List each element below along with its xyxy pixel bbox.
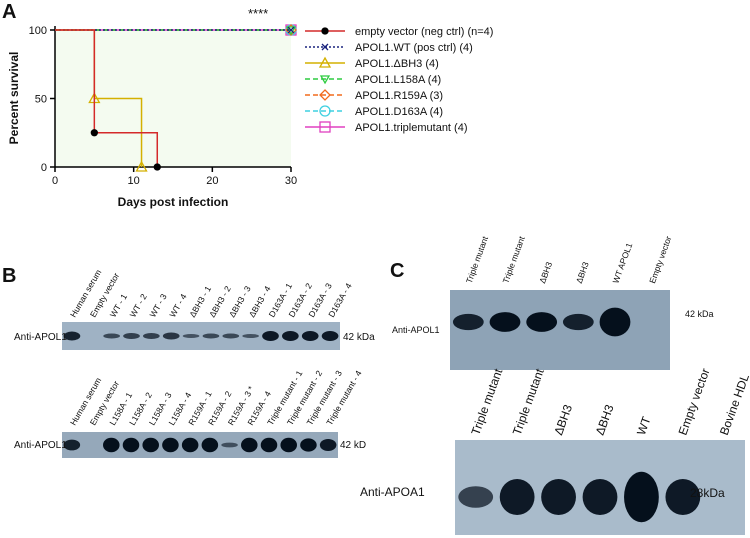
band bbox=[282, 331, 299, 341]
x-tick-label: 30 bbox=[285, 175, 297, 187]
x-tick-label: 20 bbox=[206, 175, 218, 187]
band bbox=[458, 486, 494, 508]
legend-marker bbox=[318, 56, 332, 68]
size-label: 42 kD bbox=[340, 440, 366, 451]
band bbox=[321, 331, 339, 341]
band bbox=[201, 437, 219, 453]
band bbox=[526, 312, 558, 332]
y-tick-label: 50 bbox=[35, 94, 47, 106]
legend-label: APOL1.D163A (4) bbox=[355, 106, 443, 118]
panel-label: C bbox=[390, 260, 404, 282]
band bbox=[665, 479, 701, 515]
x-tick-label: 0 bbox=[52, 175, 58, 187]
legend-label: empty vector (neg ctrl) (n=4) bbox=[355, 26, 493, 38]
band bbox=[499, 479, 535, 515]
legend-marker bbox=[319, 75, 331, 85]
band bbox=[142, 437, 159, 453]
x-axis-label: Days post infection bbox=[118, 195, 229, 209]
legend-label: APOL1.triplemutant (4) bbox=[355, 122, 468, 134]
legend-marker bbox=[319, 121, 331, 133]
band bbox=[541, 479, 576, 515]
size-label: 28kDa bbox=[690, 486, 725, 500]
blot bbox=[450, 290, 670, 370]
band bbox=[182, 334, 200, 338]
legend-label: APOL1.WT (pos ctrl) (4) bbox=[355, 42, 473, 54]
band bbox=[162, 332, 180, 340]
band bbox=[122, 437, 140, 453]
band bbox=[242, 334, 259, 338]
plot-area bbox=[55, 30, 291, 167]
significance: **** bbox=[248, 6, 268, 21]
band bbox=[319, 439, 337, 451]
band bbox=[221, 442, 238, 448]
legend-marker bbox=[319, 105, 331, 117]
panel-label: A bbox=[2, 1, 16, 23]
band bbox=[452, 313, 484, 331]
band bbox=[260, 437, 278, 453]
marker bbox=[153, 163, 161, 171]
band bbox=[222, 333, 240, 339]
legend-label: APOL1.ΔBH3 (4) bbox=[355, 58, 439, 70]
x-tick-label: 10 bbox=[128, 175, 140, 187]
size-label: 42 kDa bbox=[685, 309, 714, 319]
legend-marker bbox=[321, 43, 329, 51]
band bbox=[280, 437, 297, 453]
legend-marker bbox=[321, 27, 329, 35]
marker bbox=[287, 26, 295, 34]
band bbox=[562, 313, 594, 331]
band bbox=[63, 331, 81, 341]
band bbox=[582, 479, 618, 515]
band bbox=[63, 439, 81, 451]
band bbox=[123, 333, 140, 339]
antibody-label: Anti-APOA1 bbox=[360, 485, 425, 499]
band bbox=[489, 312, 521, 332]
panel-label: B bbox=[2, 265, 16, 287]
band bbox=[241, 437, 258, 453]
size-label: 42 kDa bbox=[343, 332, 375, 343]
legend-label: APOL1.L158A (4) bbox=[355, 74, 441, 86]
antibody-label: Anti-APOL1 bbox=[14, 332, 67, 343]
marker bbox=[135, 160, 148, 172]
legend-label: APOL1.R159A (3) bbox=[355, 90, 443, 102]
antibody-label: Anti-APOL1 bbox=[392, 325, 440, 335]
y-tick-label: 0 bbox=[41, 162, 47, 174]
band bbox=[103, 333, 120, 339]
y-axis-label: Percent survival bbox=[7, 52, 21, 145]
band bbox=[599, 307, 631, 337]
band bbox=[103, 437, 120, 453]
antibody-label: Anti-APOL1 bbox=[14, 440, 67, 451]
marker bbox=[90, 129, 98, 137]
band bbox=[262, 331, 279, 341]
band bbox=[202, 333, 220, 339]
lane-label: WT bbox=[634, 414, 654, 437]
band bbox=[143, 333, 160, 339]
band bbox=[162, 437, 179, 453]
band bbox=[624, 471, 659, 523]
legend-marker bbox=[319, 89, 331, 101]
band bbox=[301, 331, 319, 341]
band bbox=[181, 437, 199, 453]
y-tick-label: 100 bbox=[29, 25, 47, 37]
band bbox=[300, 438, 317, 452]
